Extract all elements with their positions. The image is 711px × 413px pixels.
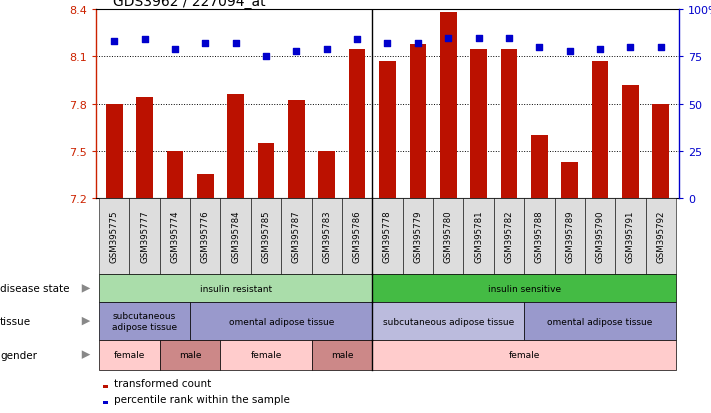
Bar <box>592 62 609 198</box>
Point <box>625 45 636 51</box>
Text: GSM395777: GSM395777 <box>140 210 149 263</box>
Text: GSM395792: GSM395792 <box>656 210 665 263</box>
Point <box>230 41 241 47</box>
Bar <box>257 143 274 198</box>
Bar <box>319 151 335 198</box>
Point <box>200 41 211 47</box>
Text: GSM395775: GSM395775 <box>109 210 119 263</box>
Text: GSM395776: GSM395776 <box>201 210 210 263</box>
Point <box>473 35 484 42</box>
Bar <box>137 98 153 198</box>
Text: disease state: disease state <box>0 284 70 294</box>
Text: GSM395778: GSM395778 <box>383 210 392 263</box>
Text: gender: gender <box>0 350 37 360</box>
Bar <box>166 151 183 198</box>
Point <box>260 54 272 61</box>
Point <box>109 39 120 45</box>
Point <box>139 37 150 44</box>
Text: subcutaneous
adipose tissue: subcutaneous adipose tissue <box>112 312 177 331</box>
Text: omental adipose tissue: omental adipose tissue <box>228 317 334 326</box>
Text: transformed count: transformed count <box>114 378 211 388</box>
Bar <box>349 50 365 198</box>
Point <box>321 47 333 53</box>
Text: female: female <box>250 350 282 359</box>
Text: GSM395791: GSM395791 <box>626 210 635 263</box>
Bar <box>379 62 396 198</box>
Point <box>382 41 393 47</box>
Text: GSM395782: GSM395782 <box>505 210 513 263</box>
Bar <box>106 104 122 198</box>
Point <box>169 47 181 53</box>
Text: GSM395780: GSM395780 <box>444 210 453 263</box>
Text: female: female <box>508 350 540 359</box>
Bar <box>288 101 305 198</box>
Bar <box>440 14 456 198</box>
Text: GSM395790: GSM395790 <box>596 210 604 263</box>
Text: omental adipose tissue: omental adipose tissue <box>547 317 653 326</box>
Text: insulin resistant: insulin resistant <box>200 284 272 293</box>
Text: GSM395774: GSM395774 <box>171 210 179 263</box>
Text: GSM395785: GSM395785 <box>262 210 270 263</box>
Bar <box>470 50 487 198</box>
Point <box>291 48 302 55</box>
Text: GSM395784: GSM395784 <box>231 210 240 263</box>
Point <box>351 37 363 44</box>
Text: percentile rank within the sample: percentile rank within the sample <box>114 394 290 404</box>
Text: GSM395781: GSM395781 <box>474 210 483 263</box>
Point <box>655 45 666 51</box>
Text: GSM395788: GSM395788 <box>535 210 544 263</box>
Point <box>503 35 515 42</box>
Bar <box>228 95 244 198</box>
Text: GSM395787: GSM395787 <box>292 210 301 263</box>
Text: female: female <box>114 350 145 359</box>
Bar <box>197 175 213 198</box>
Point <box>442 35 454 42</box>
Text: GDS3962 / 227094_at: GDS3962 / 227094_at <box>114 0 266 9</box>
Bar <box>501 50 518 198</box>
Text: insulin sensitive: insulin sensitive <box>488 284 561 293</box>
Text: tissue: tissue <box>0 316 31 326</box>
Text: subcutaneous adipose tissue: subcutaneous adipose tissue <box>383 317 514 326</box>
Point <box>594 47 606 53</box>
Text: male: male <box>179 350 201 359</box>
Point <box>564 48 575 55</box>
Bar <box>653 104 669 198</box>
Text: male: male <box>331 350 353 359</box>
Text: GSM395783: GSM395783 <box>322 210 331 263</box>
Bar <box>622 85 638 198</box>
Text: GSM395786: GSM395786 <box>353 210 362 263</box>
Text: GSM395789: GSM395789 <box>565 210 574 263</box>
Bar <box>562 162 578 198</box>
Point <box>412 41 424 47</box>
Point <box>534 45 545 51</box>
Bar <box>531 135 547 198</box>
Bar <box>410 45 426 198</box>
Text: GSM395779: GSM395779 <box>413 210 422 263</box>
